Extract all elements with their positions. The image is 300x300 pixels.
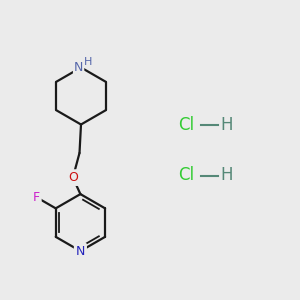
Text: N: N (74, 61, 83, 74)
Text: O: O (68, 171, 78, 184)
Text: H: H (220, 116, 233, 134)
Text: H: H (84, 57, 93, 67)
Text: H: H (220, 167, 233, 184)
Text: F: F (33, 190, 40, 204)
Text: Cl: Cl (178, 116, 195, 134)
Text: Cl: Cl (178, 167, 195, 184)
Text: N: N (76, 244, 85, 258)
